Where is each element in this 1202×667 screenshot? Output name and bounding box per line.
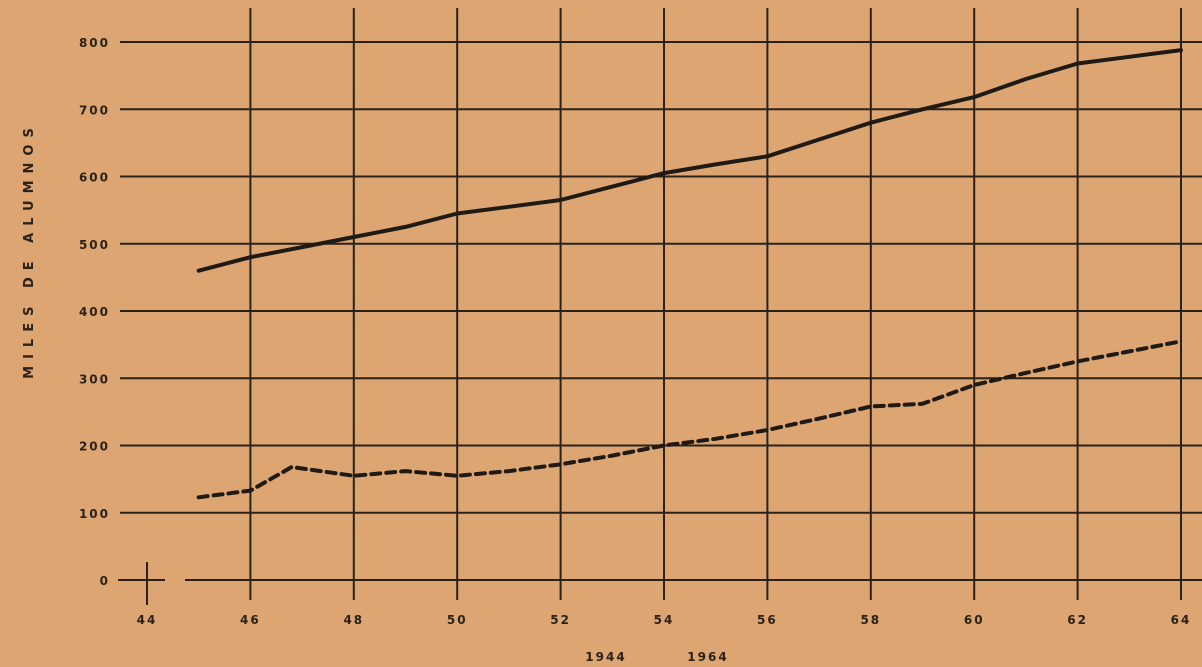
y-tick-label-600: 600 xyxy=(79,171,110,185)
y-tick-label-100: 100 xyxy=(79,507,110,521)
series-group xyxy=(196,48,1183,500)
y-tick-label-0: 0 xyxy=(100,574,110,588)
y-axis-title: MILES DE ALUMNOS xyxy=(22,121,37,379)
y-tick-labels: 0 100 200 300 400 500 600 700 800 xyxy=(79,36,110,588)
x-tick-label-60: 60 xyxy=(964,613,985,627)
x-tick-label-52: 52 xyxy=(550,613,571,627)
x-tick-label-62: 62 xyxy=(1067,613,1088,627)
y-tick-label-200: 200 xyxy=(79,440,110,454)
y-tick-label-400: 400 xyxy=(79,305,110,319)
grid xyxy=(118,8,1202,605)
series-line-solid xyxy=(196,48,1183,273)
x-tick-label-46: 46 xyxy=(240,613,261,627)
x-tick-label-64: 64 xyxy=(1171,613,1192,627)
x-tick-label-56: 56 xyxy=(757,613,778,627)
series-line-dashed xyxy=(196,339,1183,500)
y-tick-label-700: 700 xyxy=(79,103,110,117)
x-tick-label-54: 54 xyxy=(654,613,675,627)
y-tick-label-500: 500 xyxy=(79,238,110,252)
x-tick-labels: 44 46 48 50 52 54 56 58 60 62 64 xyxy=(137,613,1192,627)
period-end-label: 1964 xyxy=(687,650,728,664)
x-tick-label-48: 48 xyxy=(343,613,364,627)
period-start-label: 1944 xyxy=(585,650,626,664)
x-tick-label-44: 44 xyxy=(137,613,158,627)
x-tick-label-50: 50 xyxy=(447,613,468,627)
y-tick-label-300: 300 xyxy=(79,372,110,386)
y-tick-label-800: 800 xyxy=(79,36,110,50)
x-tick-label-58: 58 xyxy=(860,613,881,627)
